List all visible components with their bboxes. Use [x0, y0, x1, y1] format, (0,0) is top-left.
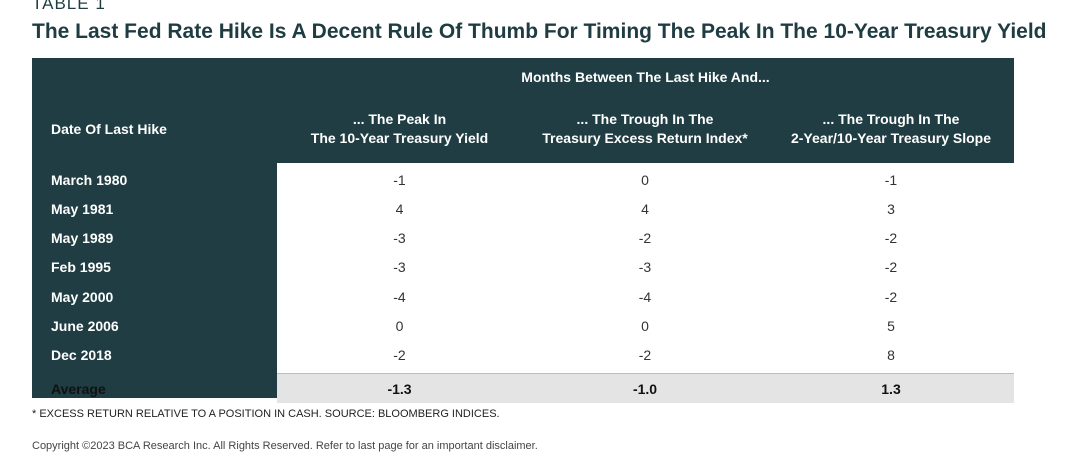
column-header: ... The Trough In The Treasury Excess Ret…	[522, 100, 768, 158]
table-cell: 4	[395, 200, 404, 217]
table-cell: 3	[887, 200, 895, 217]
table-cell: 1.3	[881, 380, 901, 397]
table-cell: 8	[887, 347, 895, 364]
copyright: Copyright ©2023 BCA Research Inc. All Ri…	[32, 440, 538, 452]
column-header: ... The Trough In The 2-Year/10-Year Trea…	[768, 100, 1014, 158]
table-cell: 5	[887, 318, 895, 334]
column-header-line: 2-Year/10-Year Treasury Slope	[790, 130, 991, 146]
row-label: Average	[51, 380, 106, 397]
table-cell: -2	[638, 230, 652, 247]
row-label: Dec 2018	[51, 347, 112, 364]
column-header-line: ... The Trough In The	[576, 111, 714, 127]
table-label: TABLE 1	[32, 0, 106, 13]
row-label: June 2006	[51, 318, 119, 334]
footnote: * EXCESS RETURN RELATIVE TO A POSITION I…	[32, 408, 500, 420]
table-cell: 4	[641, 200, 649, 217]
table-cell: -1.3	[387, 380, 412, 397]
table-cell: -3	[393, 230, 406, 247]
row-label: May 1981	[51, 200, 114, 217]
table-cell: -2	[638, 347, 652, 364]
row-label: May 1989	[51, 230, 114, 247]
column-header: Date Of Last Hike	[32, 100, 277, 158]
table-cell: 0	[395, 318, 404, 334]
table-cell: -3	[393, 259, 406, 276]
table-cell: -1	[393, 171, 406, 188]
column-header: ... The Peak In The 10-Year Treasury Yiel…	[277, 100, 522, 158]
table-cell: -3	[638, 259, 652, 276]
table-cell: -2	[884, 259, 898, 276]
title: The Last Fed Rate Hike Is A Decent Rule …	[32, 20, 1047, 43]
column-header-line: ... The Trough In The	[822, 111, 960, 127]
row-label: March 1980	[51, 171, 128, 188]
average-row-band	[277, 373, 1014, 404]
table-cell: 0	[641, 171, 649, 188]
group-header: Months Between The Last Hike And...	[521, 69, 770, 85]
column-header-line: The 10-Year Treasury Yield	[310, 130, 489, 146]
table-cell: -4	[638, 288, 652, 305]
first-column-band	[32, 163, 277, 398]
row-label: Feb 1995	[51, 259, 111, 276]
table-cell: -4	[393, 288, 406, 305]
table-cell: -2	[884, 230, 898, 247]
table-cell: -2	[393, 347, 406, 364]
column-header-line: Date Of Last Hike	[51, 120, 167, 137]
table-cell: -2	[884, 288, 898, 305]
row-label: May 2000	[51, 288, 114, 305]
column-header-line: ... The Peak In	[352, 111, 447, 127]
table-cell: -1.0	[632, 380, 658, 397]
table-cell: -1	[884, 171, 898, 188]
column-header-line: Treasury Excess Return Index*	[542, 130, 748, 146]
table-cell: 0	[641, 318, 649, 334]
header-band	[32, 58, 1014, 163]
